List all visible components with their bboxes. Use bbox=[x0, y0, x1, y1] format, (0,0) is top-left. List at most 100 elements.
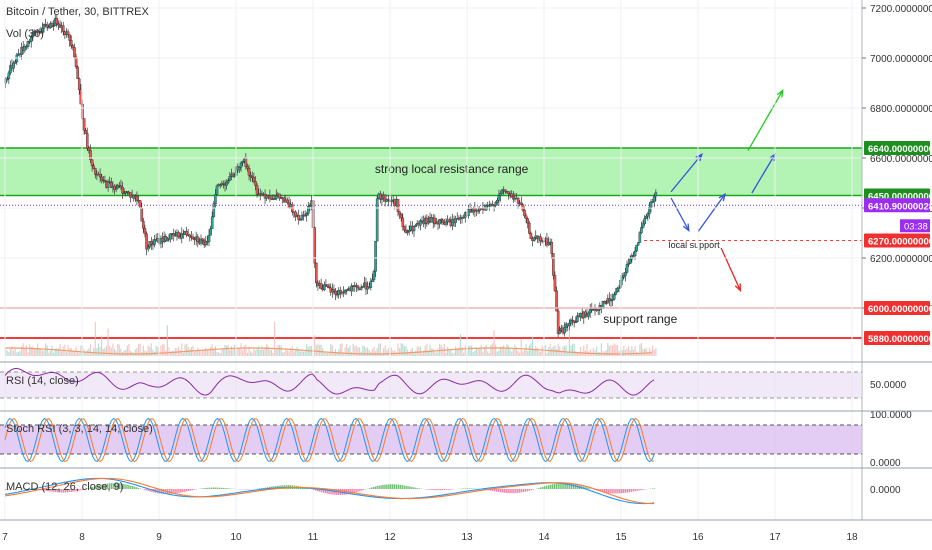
volume-bar bbox=[595, 346, 598, 356]
macd-histogram-bar bbox=[501, 489, 504, 493]
macd-histogram-bar bbox=[622, 489, 625, 494]
macd-histogram-bar bbox=[143, 489, 145, 490]
candle-body bbox=[212, 203, 216, 217]
volume-bar bbox=[568, 330, 570, 356]
macd-histogram-bar bbox=[605, 489, 607, 493]
macd-histogram-bar bbox=[320, 489, 323, 493]
candle-body bbox=[520, 202, 523, 205]
volume-bar bbox=[402, 343, 404, 356]
x-tick-label: 12 bbox=[384, 532, 396, 543]
macd-histogram-bar bbox=[43, 489, 45, 491]
volume-bar bbox=[347, 347, 349, 356]
macd-histogram-bar bbox=[416, 488, 419, 489]
stoch-rsi-pane[interactable]: 100.0000 0.0000 bbox=[0, 410, 912, 469]
candle-body bbox=[364, 282, 368, 290]
pane-separators[interactable] bbox=[0, 361, 932, 521]
macd-histogram-bar bbox=[259, 488, 261, 489]
volume-bar bbox=[450, 350, 452, 356]
volume-bar bbox=[379, 343, 381, 356]
volume-bar bbox=[560, 352, 562, 356]
price-axis[interactable]: 7200.00000000 7000.00000000 6800.00000000 6… bbox=[861, 0, 932, 520]
price-pane[interactable]: strong local resistance range local suppo… bbox=[0, 0, 862, 520]
volume-bar bbox=[647, 352, 649, 356]
volume-bar bbox=[8, 352, 10, 356]
macd-histogram-bar bbox=[582, 486, 584, 489]
volume-bar bbox=[447, 346, 449, 356]
x-tick-label: 10 bbox=[230, 532, 242, 543]
macd-histogram-bar bbox=[399, 484, 402, 489]
volume-bar bbox=[129, 350, 132, 356]
level-tag-label: 6410.90000028 bbox=[868, 201, 932, 212]
volume-bar bbox=[290, 348, 292, 356]
candle-body bbox=[169, 233, 172, 240]
volume-bar bbox=[46, 345, 48, 356]
volume-bar bbox=[467, 346, 470, 356]
macd-histogram-bar bbox=[617, 489, 619, 494]
macd-histogram-bar bbox=[384, 484, 386, 489]
macd-histogram-bar bbox=[609, 489, 611, 494]
volume-bar bbox=[283, 351, 285, 356]
candle-body bbox=[214, 193, 217, 205]
candle-body bbox=[617, 287, 621, 289]
macd-histogram-bar bbox=[567, 483, 569, 489]
macd-histogram-bar bbox=[191, 489, 194, 491]
rsi-pane[interactable]: 50.0000 bbox=[0, 367, 907, 399]
candle-body bbox=[294, 211, 297, 217]
candle-body bbox=[126, 191, 129, 193]
macd-histogram-bar bbox=[382, 484, 384, 489]
volume-bar bbox=[57, 348, 60, 356]
macd-histogram-bar bbox=[495, 489, 498, 492]
candle-body bbox=[545, 238, 549, 246]
volume-bar bbox=[583, 345, 585, 356]
candle-body bbox=[26, 40, 30, 47]
candle-body bbox=[274, 195, 278, 199]
volume-bar bbox=[238, 347, 241, 356]
volume-bar bbox=[218, 352, 220, 356]
candle-body bbox=[252, 177, 256, 182]
macd-histogram-bar bbox=[540, 487, 542, 489]
volume-bar bbox=[571, 343, 574, 356]
macd-histogram-bar bbox=[513, 489, 515, 494]
candle-body bbox=[572, 320, 576, 323]
macd-histogram-bar bbox=[636, 489, 638, 491]
macd-histogram-bar bbox=[615, 489, 617, 494]
macd-histogram-bar bbox=[493, 489, 496, 492]
macd-histogram-bar bbox=[547, 485, 550, 489]
volume-bar bbox=[185, 343, 188, 356]
volume-bar bbox=[240, 343, 242, 356]
macd-histogram-bar bbox=[89, 487, 92, 489]
macd-histogram-bar bbox=[372, 487, 375, 489]
macd-histogram-bar bbox=[563, 483, 565, 489]
macd-histogram-bar bbox=[542, 486, 544, 489]
macd-histogram-bar bbox=[374, 486, 376, 489]
y-tick-label: 7200.00000000 bbox=[870, 4, 932, 15]
macd-histogram-bar bbox=[116, 483, 119, 489]
macd-histogram-bar bbox=[557, 483, 559, 489]
candle-body bbox=[77, 78, 81, 90]
candle-body bbox=[89, 150, 92, 161]
time-axis[interactable]: 7 8 9 10 11 12 13 14 15 16 17 18 bbox=[2, 532, 858, 543]
candle-body bbox=[624, 272, 627, 276]
volume-bar bbox=[258, 345, 260, 356]
candle-body bbox=[207, 235, 211, 242]
candle-body bbox=[339, 289, 342, 294]
volume-bar bbox=[142, 345, 144, 356]
candle-body bbox=[209, 228, 212, 236]
volume-bar bbox=[94, 321, 96, 356]
macd-histogram-bar bbox=[218, 487, 221, 489]
macd-pane[interactable]: 0.0000 bbox=[4, 477, 901, 505]
volume-bar bbox=[195, 350, 197, 356]
candle-body bbox=[31, 32, 35, 38]
candle-body bbox=[398, 211, 401, 215]
macd-histogram-bar bbox=[586, 487, 588, 489]
volume-bar bbox=[269, 349, 271, 356]
volume-bar bbox=[366, 347, 369, 356]
candle-body bbox=[528, 222, 531, 234]
macd-histogram-bar bbox=[187, 489, 190, 491]
macd-histogram-bar bbox=[522, 489, 525, 493]
volume-bar bbox=[30, 346, 32, 356]
candle-body bbox=[369, 281, 373, 288]
volume-bar bbox=[288, 351, 290, 356]
volume-bar bbox=[591, 352, 593, 356]
